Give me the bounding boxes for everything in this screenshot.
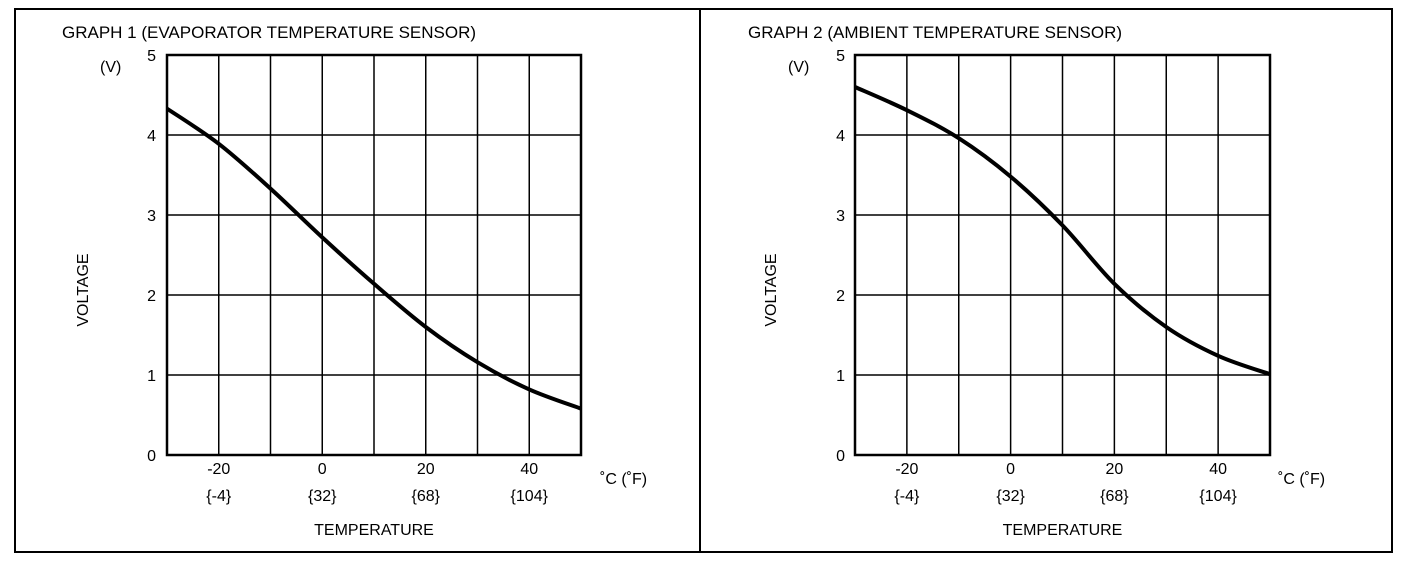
- y-axis-label: VOLTAGE: [75, 253, 92, 326]
- x-tick-label-fahrenheit: {104}: [511, 488, 549, 505]
- plot-frame: [853, 53, 1272, 457]
- x-tick-label-fahrenheit: {68}: [412, 488, 441, 505]
- x-tick-label-celsius: 20: [417, 461, 435, 478]
- voltage-curve: [165, 106, 582, 411]
- x-tick-label-celsius: -20: [895, 461, 918, 478]
- y-tick-label: 4: [836, 128, 845, 145]
- x-tick-label-celsius: 0: [1006, 461, 1015, 478]
- x-axis-label: TEMPERATURE: [314, 522, 434, 539]
- voltage-curve: [854, 85, 1271, 377]
- y-tick-label: 0: [836, 448, 845, 465]
- y-tick-label: 1: [836, 368, 845, 385]
- y-tick-label: 2: [147, 288, 156, 305]
- graph-title: GRAPH 1 (EVAPORATOR TEMPERATURE SENSOR): [62, 23, 476, 42]
- x-axis-label: TEMPERATURE: [1003, 522, 1123, 539]
- graph-1: GRAPH 1 (EVAPORATOR TEMPERATURE SENSOR) (…: [62, 23, 647, 539]
- y-axis-label: VOLTAGE: [763, 253, 780, 326]
- x-tick-label-fahrenheit: {32}: [996, 488, 1025, 505]
- y-unit-label: (V): [788, 59, 809, 76]
- y-tick-label: 4: [147, 128, 156, 145]
- x-tick-label-fahrenheit: {-4}: [206, 488, 232, 505]
- y-tick-label: 3: [836, 208, 845, 225]
- y-tick-label: 5: [147, 48, 156, 65]
- plot-frame: [165, 53, 583, 457]
- y-tick-label: 0: [147, 448, 156, 465]
- x-tick-label-celsius: 0: [318, 461, 327, 478]
- x-unit-label: ˚C (˚F): [600, 471, 647, 488]
- x-tick-label-celsius: -20: [207, 461, 230, 478]
- y-unit-label: (V): [100, 59, 121, 76]
- y-tick-label: 3: [147, 208, 156, 225]
- graph-2: GRAPH 2 (AMBIENT TEMPERATURE SENSOR) (V) 0…: [748, 23, 1325, 539]
- x-tick-label-fahrenheit: {-4}: [894, 488, 920, 505]
- graph-title: GRAPH 2 (AMBIENT TEMPERATURE SENSOR): [748, 23, 1122, 42]
- y-tick-label: 5: [836, 48, 845, 65]
- x-tick-label-celsius: 20: [1105, 461, 1123, 478]
- x-tick-label-fahrenheit: {68}: [1100, 488, 1129, 505]
- x-tick-label-fahrenheit: {32}: [308, 488, 337, 505]
- y-tick-label: 1: [147, 368, 156, 385]
- x-tick-label-fahrenheit: {104}: [1199, 488, 1237, 505]
- y-tick-label: 2: [836, 288, 845, 305]
- x-unit-label: ˚C (˚F): [1278, 471, 1325, 488]
- x-tick-label-celsius: 40: [1209, 461, 1227, 478]
- x-tick-label-celsius: 40: [520, 461, 538, 478]
- outer-frame: [14, 8, 1393, 553]
